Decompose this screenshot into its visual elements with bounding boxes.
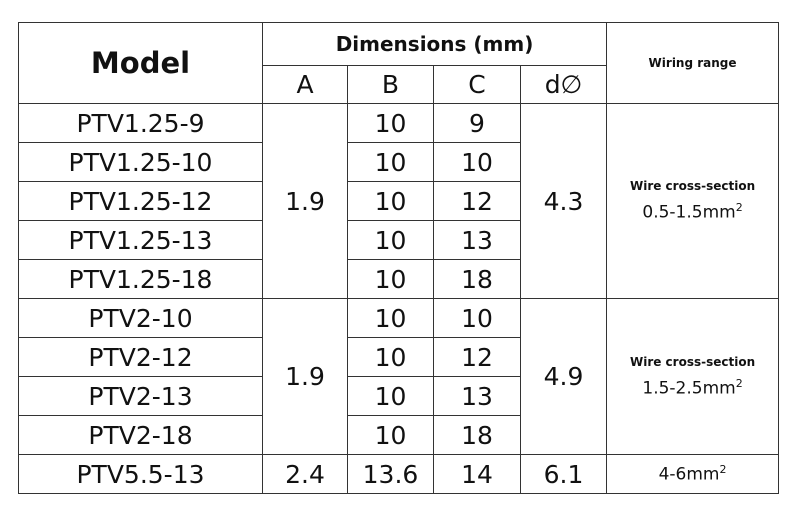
model-cell: PTV2-18 (18, 415, 263, 455)
c-cell: 12 (433, 337, 521, 377)
spec-table: Model Dimensions (mm) Wiring range A B C… (18, 22, 780, 494)
column-header: C (433, 65, 521, 104)
model-cell: PTV2-13 (18, 376, 263, 416)
wiring-superscript: 2 (719, 463, 727, 477)
wiring-value: 0.5-1.5mm (642, 202, 736, 223)
table-body: PTV1.25-9 1.9 10 9 4.3 Wire cross-section 0.5-… (18, 103, 780, 494)
wiring-value: 4-6mm (658, 464, 720, 485)
wiring-superscript: 2 (735, 201, 743, 215)
column-header: d∅ (519, 65, 608, 104)
d-cell: 6.1 (519, 454, 608, 494)
model-cell: PTV2-12 (18, 337, 263, 377)
c-cell: 18 (433, 415, 521, 455)
b-cell: 10 (347, 337, 434, 377)
table-row: PTV1.25-9 1.9 10 9 4.3 Wire cross-section 0.5-… (18, 103, 780, 299)
model-cell: PTV1.25-18 (18, 259, 263, 299)
model-cell: PTV1.25-13 (18, 220, 263, 260)
d-cell: 4.9 (519, 298, 608, 455)
c-cell: 9 (433, 103, 521, 143)
c-cell: 10 (433, 142, 521, 182)
column-header: B (347, 65, 434, 104)
wiring-value-line: 0.5-1.5mm2 (607, 201, 778, 223)
a-cell: 1.9 (262, 103, 348, 299)
table-row: PTV2-13 10 13 (18, 376, 779, 416)
a-cell: 1.9 (262, 298, 348, 455)
c-cell: 13 (433, 220, 521, 260)
b-cell: 10 (347, 415, 434, 455)
wiring-label: Wire cross-section (629, 354, 756, 369)
wiring-label: Wire cross-section (629, 179, 756, 194)
table-row: PTV2-18 10 18 (18, 415, 779, 455)
table-row: PTV2-10 1.9 10 10 4.9 Wire cross-section 1.5-2… (18, 298, 780, 455)
wiring-superscript: 2 (735, 376, 743, 390)
wiring-cell: 4-6mm2 (606, 454, 780, 494)
c-cell: 10 (433, 298, 521, 338)
wiring-header: Wiring range (606, 22, 780, 104)
b-cell: 10 (347, 181, 434, 221)
b-cell: 10 (347, 103, 434, 143)
model-cell: PTV5.5-13 (18, 454, 263, 494)
table-row: PTV2-12 10 12 (18, 337, 779, 377)
wiring-value: 1.5-2.5mm (642, 378, 736, 399)
d-cell: 4.3 (519, 103, 608, 299)
b-cell: 10 (347, 298, 434, 338)
c-cell: 18 (433, 259, 521, 299)
b-cell: 10 (347, 259, 434, 299)
b-cell: 10 (347, 142, 434, 182)
c-cell: 12 (433, 181, 521, 221)
b-cell: 10 (347, 376, 434, 416)
wiring-value-line: 4-6mm2 (607, 463, 778, 485)
model-cell: PTV2-10 (18, 298, 263, 338)
dimensions-header: Dimensions (mm) (261, 22, 608, 66)
c-cell: 13 (433, 376, 521, 416)
model-cell: PTV1.25-9 (18, 103, 263, 143)
wiring-cell: Wire cross-section 1.5-2.5mm2 (606, 298, 780, 455)
wiring-cell: Wire cross-section 0.5-1.5mm2 (606, 103, 780, 299)
table-row: PTV1.25-18 10 18 (18, 259, 779, 299)
model-header: Model (18, 22, 263, 104)
b-cell: 10 (347, 220, 434, 260)
c-cell: 14 (433, 454, 521, 494)
table-row: PTV5.5-13 2.4 13.6 14 6.1 4-6mm2 (18, 454, 780, 494)
wiring-value-line: 1.5-2.5mm2 (607, 377, 778, 399)
column-header: A (262, 65, 348, 104)
model-cell: PTV1.25-10 (18, 142, 263, 182)
a-cell: 2.4 (262, 454, 348, 494)
model-cell: PTV1.25-12 (18, 181, 263, 221)
b-cell: 13.6 (347, 454, 434, 494)
table-row: PTV1.25-10 10 10 (18, 142, 779, 182)
